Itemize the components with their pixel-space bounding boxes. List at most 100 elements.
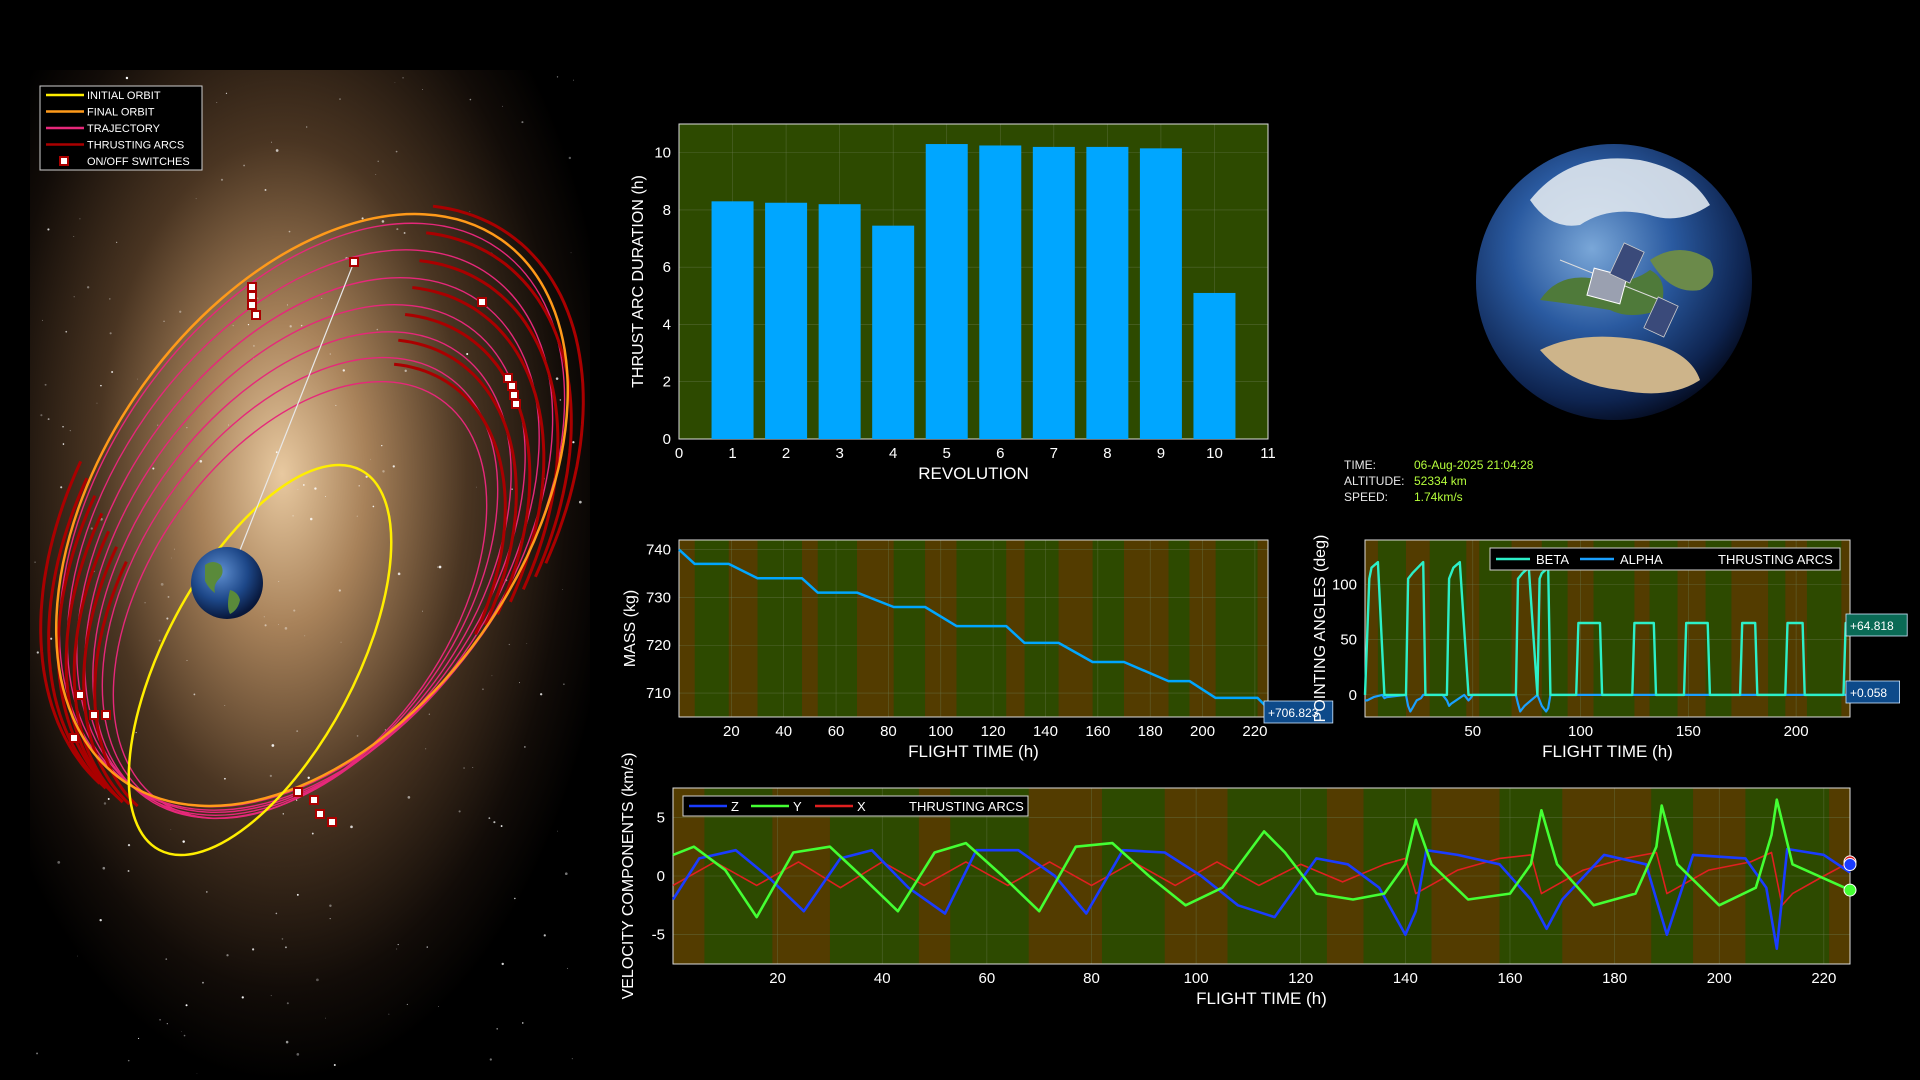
star — [296, 893, 299, 896]
x-tick-label: 6 — [996, 445, 1004, 462]
star — [284, 627, 288, 630]
star — [275, 451, 278, 454]
star — [167, 595, 170, 598]
star — [282, 813, 284, 815]
legend-label: FINAL ORBIT — [87, 107, 155, 119]
star — [469, 211, 471, 213]
star — [573, 79, 574, 81]
star — [557, 830, 559, 832]
star — [216, 102, 218, 103]
star — [281, 938, 284, 940]
star — [559, 399, 562, 401]
legend-label: BETA — [1536, 552, 1569, 567]
bar — [925, 144, 968, 439]
star — [152, 467, 155, 470]
initial-orbit — [127, 463, 393, 857]
star — [170, 829, 172, 830]
x-tick-label: 180 — [1138, 723, 1163, 740]
y-axis-label: THRUST ARC DURATION (h) — [630, 175, 647, 388]
x-tick-label: 80 — [880, 723, 897, 740]
star — [36, 651, 39, 654]
star — [252, 344, 255, 347]
star — [292, 515, 294, 517]
star — [396, 948, 398, 950]
star — [79, 218, 81, 220]
x-tick-label: 11 — [1260, 445, 1276, 462]
star — [163, 320, 165, 323]
plot-area — [679, 540, 1268, 717]
star — [65, 330, 68, 333]
on-off-switch-marker — [251, 310, 261, 320]
star — [34, 561, 36, 563]
x-tick-label: 100 — [1568, 723, 1593, 740]
star — [425, 748, 427, 750]
thrust-arc — [393, 362, 507, 635]
star — [296, 730, 299, 732]
star — [376, 328, 379, 331]
on-off-switch-marker — [101, 710, 111, 720]
star — [482, 688, 484, 691]
star — [116, 241, 118, 244]
star — [314, 487, 317, 490]
star — [329, 904, 332, 907]
star — [469, 98, 472, 101]
y-tick-label: 0 — [657, 868, 665, 885]
x-tick-label: 100 — [1184, 970, 1209, 987]
orbit-view: INITIAL ORBIT FINAL ORBIT TRAJECTORY THRUST… — [30, 70, 590, 1080]
altitude-value: 52334 km — [1414, 474, 1467, 488]
star — [60, 486, 63, 489]
star — [102, 866, 106, 870]
x-tick-label: 160 — [1497, 970, 1522, 987]
star — [69, 430, 71, 432]
on-off-switch-marker — [247, 291, 257, 301]
legend-label: Y — [793, 799, 802, 814]
bar — [979, 145, 1022, 439]
mass-readout-box — [1263, 700, 1334, 724]
thrust-arc-band — [1006, 540, 1025, 717]
star — [522, 1022, 524, 1024]
series-end-marker — [1843, 857, 1857, 871]
x-tick-label: 4 — [889, 445, 897, 462]
y-tick-label: 720 — [646, 637, 671, 654]
star — [407, 796, 411, 799]
star — [109, 332, 112, 335]
thrust-arc — [398, 338, 518, 626]
star — [86, 286, 90, 289]
thrust-arc — [93, 560, 139, 808]
thrust-arc-band — [1124, 540, 1169, 717]
star — [563, 683, 565, 685]
star — [159, 1019, 161, 1021]
trajectory-orbit — [92, 331, 512, 819]
velocity-chart: 20 40 60 80 100 120 140 160 180 200 220 -5 0 5 FLIGHT … — [620, 753, 1857, 1008]
star — [166, 1023, 168, 1025]
star — [171, 557, 172, 559]
star — [181, 1031, 183, 1032]
star — [253, 358, 254, 360]
on-off-switch-marker — [247, 300, 257, 310]
star — [358, 485, 360, 487]
x-tick-label: 2 — [782, 445, 790, 462]
star — [270, 995, 272, 997]
bar — [711, 201, 754, 439]
star — [96, 402, 98, 404]
x-axis-label: REVOLUTION — [918, 464, 1029, 483]
x-tick-label: 80 — [1083, 970, 1100, 987]
on-off-switch-marker — [75, 690, 85, 700]
x-series-line — [672, 851, 1851, 907]
y-tick-label: -5 — [652, 927, 665, 944]
star — [296, 1053, 300, 1056]
star — [395, 150, 398, 153]
plot-frame — [678, 123, 1269, 440]
star — [321, 298, 323, 299]
star — [158, 639, 161, 642]
star — [381, 220, 385, 223]
earth-icon — [191, 547, 263, 619]
star — [269, 774, 272, 777]
thrust-arc-band — [1058, 540, 1093, 717]
star — [543, 934, 546, 937]
star — [381, 444, 383, 447]
star — [316, 978, 319, 982]
x-tick-label: 7 — [1050, 445, 1058, 462]
bar — [765, 202, 808, 439]
on-off-switch-marker — [247, 282, 257, 292]
